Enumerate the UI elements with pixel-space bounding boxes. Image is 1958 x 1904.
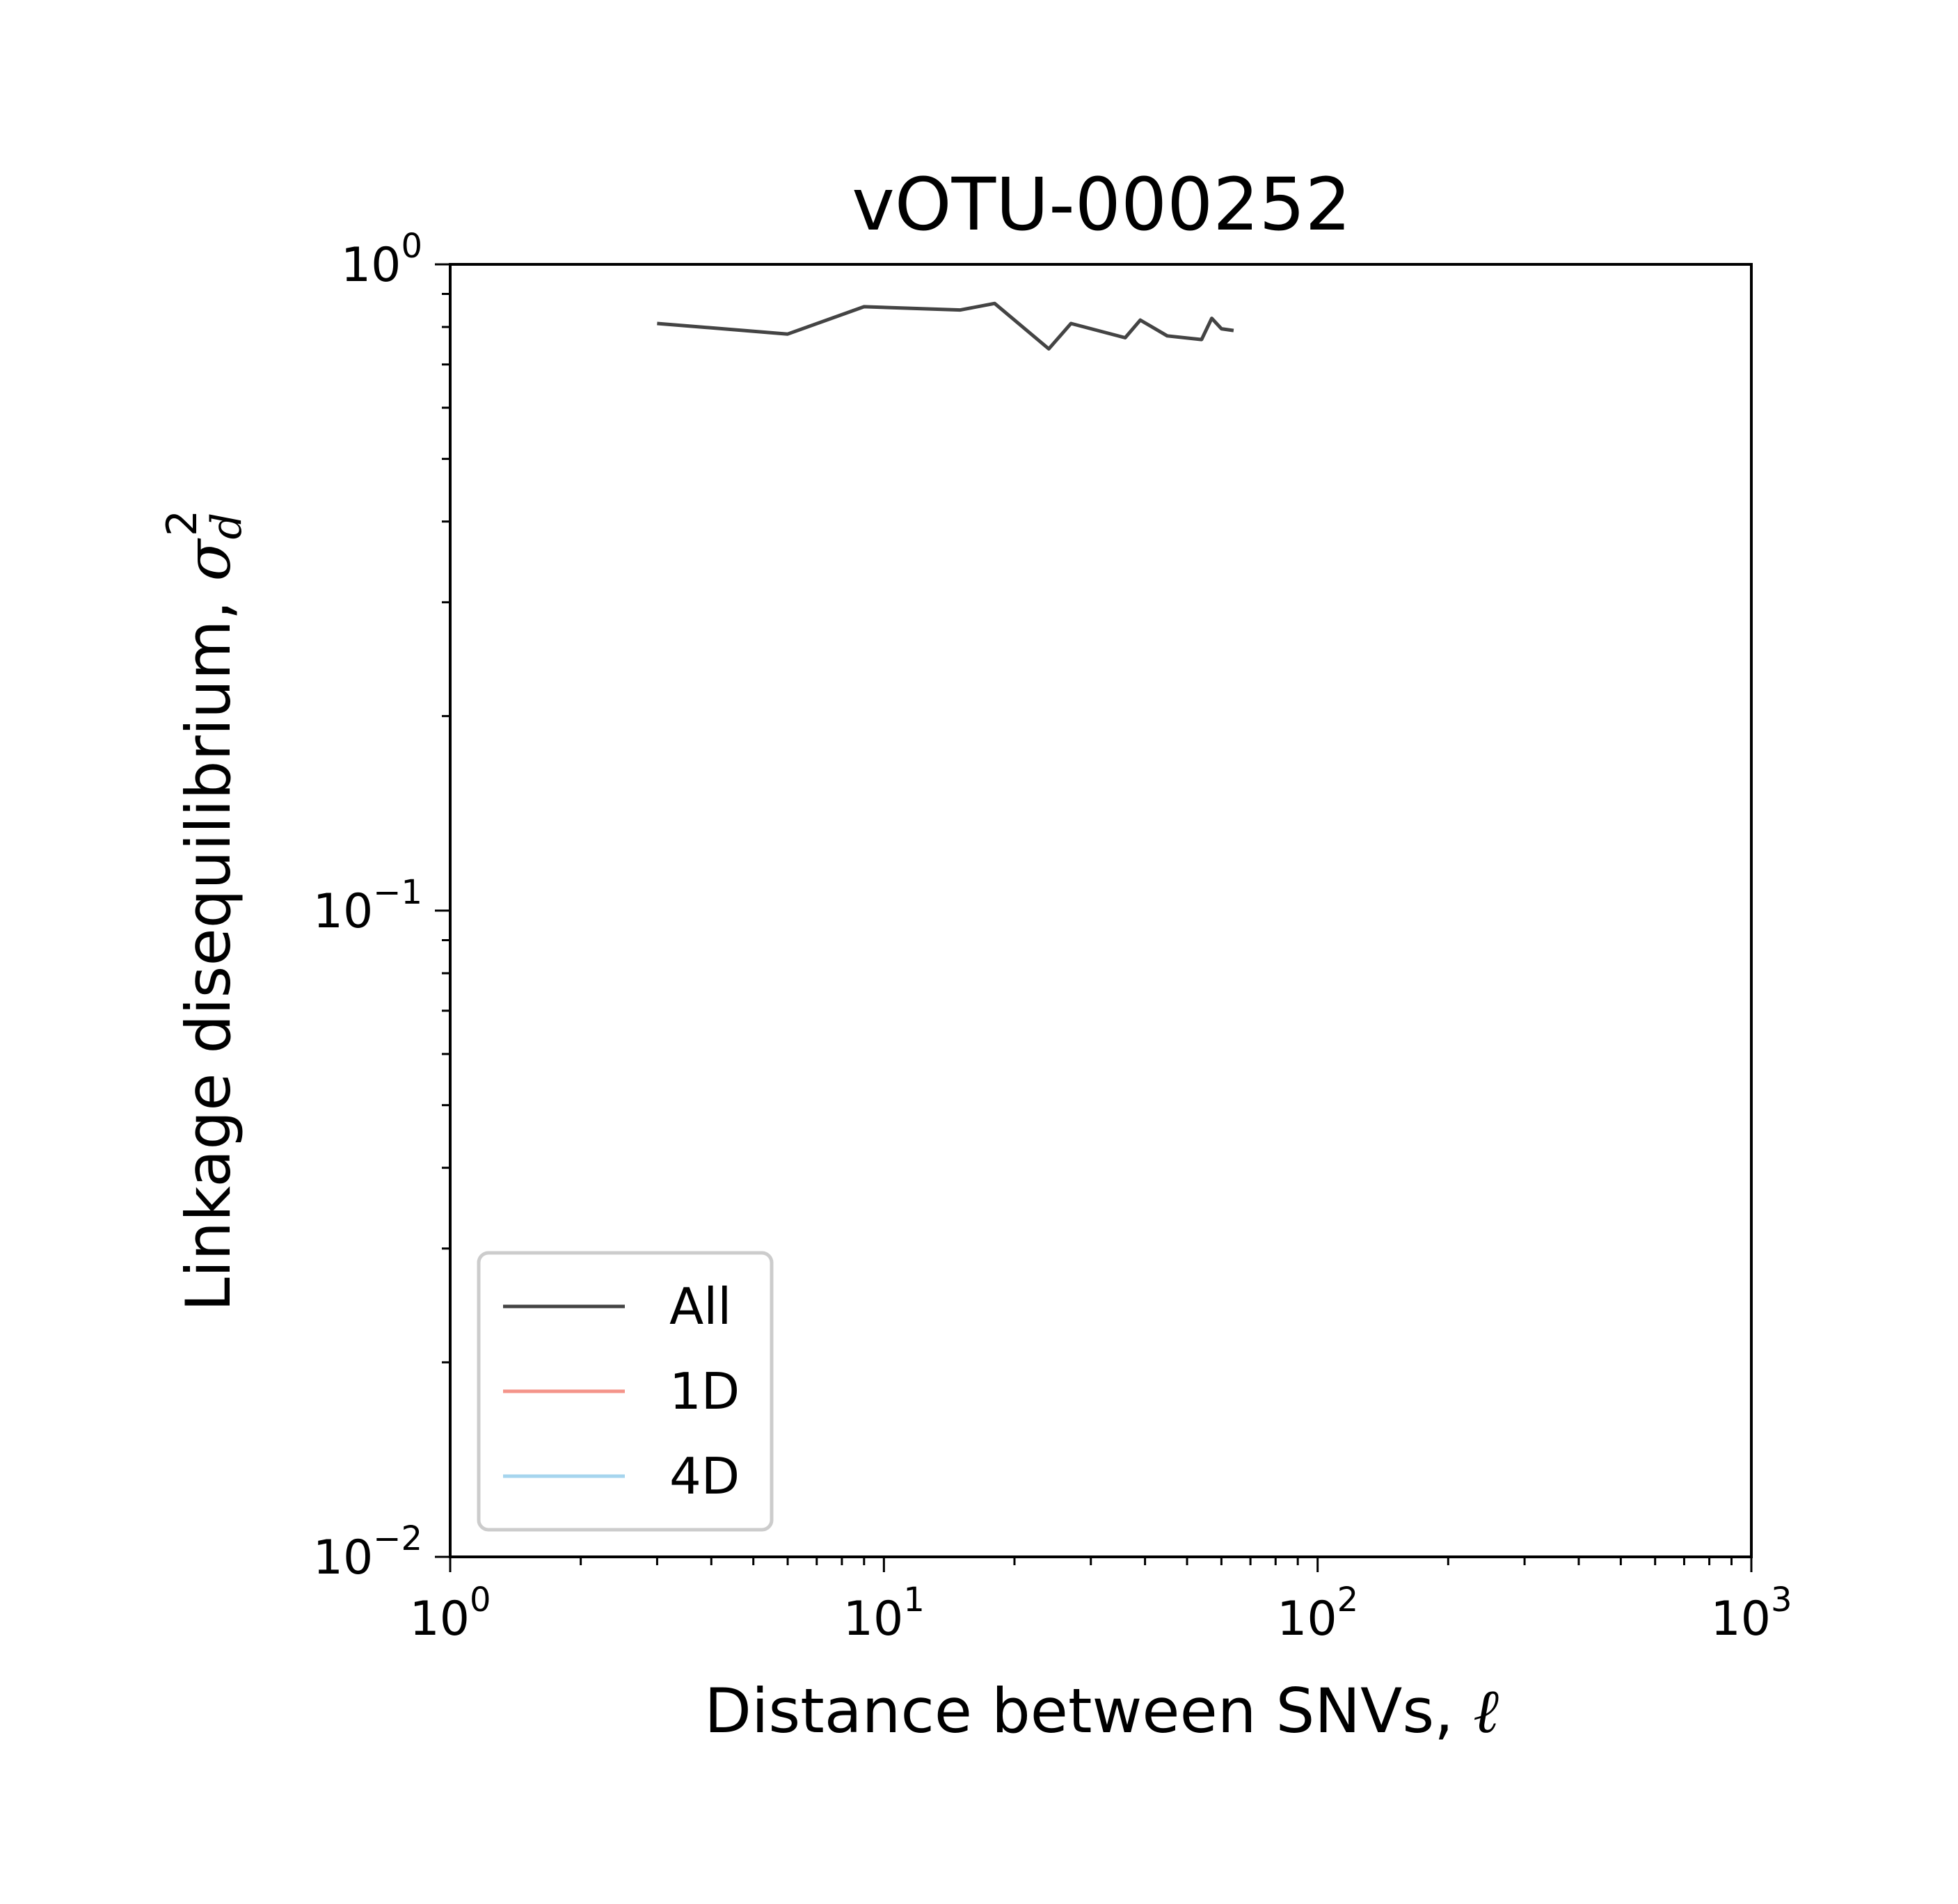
x-tick-exponent: 2 <box>1337 1581 1359 1619</box>
x-axis-label-symbol: ℓ <box>1473 1675 1499 1747</box>
legend-label-all: All <box>669 1277 731 1336</box>
y-tick-label: 10−2 <box>313 1519 422 1585</box>
x-axis-label: Distance between SNVs, ℓ <box>704 1675 1499 1747</box>
y-axis-label-symbol-sub: d <box>202 513 251 539</box>
x-tick-label: 103 <box>1710 1581 1792 1647</box>
y-tick-exponent: 0 <box>401 227 422 266</box>
x-tick-exponent: 3 <box>1771 1581 1792 1619</box>
y-axis-label-symbol: σ <box>173 537 244 581</box>
y-tick-exponent: −2 <box>373 1519 422 1558</box>
x-tick-label: 101 <box>843 1581 925 1647</box>
legend-label-4d: 4D <box>669 1447 740 1505</box>
x-tick-label: 102 <box>1277 1581 1358 1647</box>
x-tick-label: 100 <box>409 1581 491 1647</box>
y-tick-label: 100 <box>341 227 422 293</box>
y-axis-label: Linkage disequilibrium, σd2 <box>158 510 251 1311</box>
legend: All 1D 4D <box>477 1251 774 1532</box>
y-tick-exponent: −1 <box>373 873 422 912</box>
x-tick-base: 10 <box>843 1592 904 1647</box>
x-axis-label-text: Distance between SNVs, <box>704 1675 1473 1747</box>
x-axis-ticks: 100 101 102 103 <box>409 1557 1792 1647</box>
y-tick-base: 10 <box>313 1530 374 1585</box>
y-axis-label-text: Linkage disequilibrium, <box>173 581 244 1311</box>
y-axis-label-symbol-sup: 2 <box>158 510 207 536</box>
y-tick-label: 10−1 <box>313 873 422 939</box>
y-tick-base: 10 <box>313 884 374 939</box>
legend-items: All 1D 4D <box>503 1277 740 1505</box>
series-line-all <box>657 301 1234 351</box>
y-tick-base: 10 <box>341 238 401 293</box>
x-tick-base: 10 <box>1277 1592 1337 1647</box>
series-layer <box>657 301 1234 351</box>
legend-frame <box>477 1251 774 1532</box>
x-tick-base: 10 <box>409 1592 470 1647</box>
legend-label-1d: 1D <box>669 1362 740 1421</box>
x-tick-base: 10 <box>1710 1592 1771 1647</box>
x-tick-exponent: 1 <box>903 1581 925 1619</box>
x-tick-exponent: 0 <box>470 1581 491 1619</box>
chart-title: vOTU-000252 <box>852 162 1351 247</box>
